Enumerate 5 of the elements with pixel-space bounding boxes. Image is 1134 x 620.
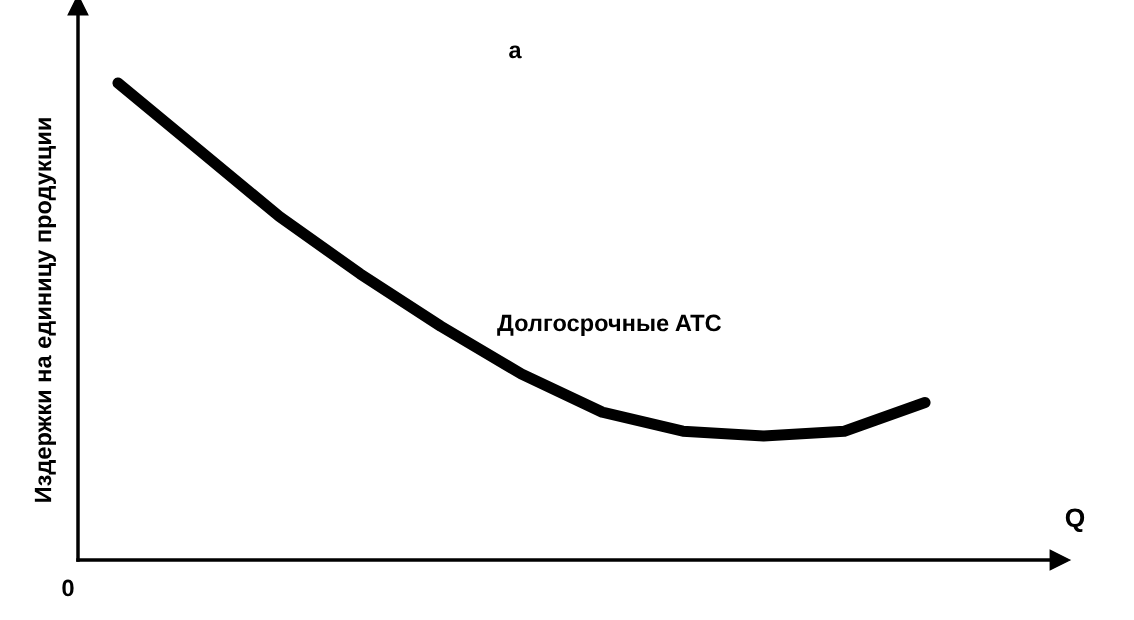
text: 0 xyxy=(62,579,74,597)
y-axis-title: Издержки на единицу продукции xyxy=(34,118,56,502)
x-axis-title: Q xyxy=(1065,508,1085,533)
chart-title: а xyxy=(509,45,522,59)
annotation: Долгосрочные ATC xyxy=(497,314,722,336)
